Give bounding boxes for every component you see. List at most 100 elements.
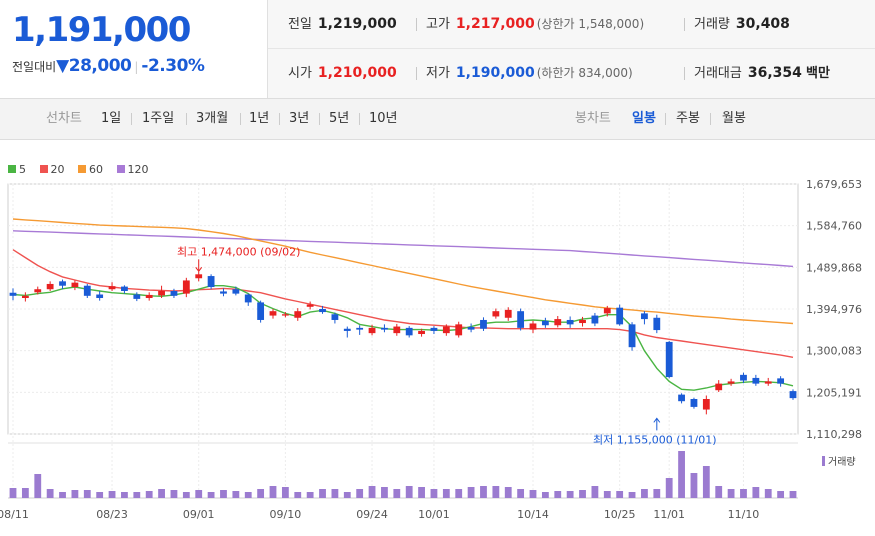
candle-body xyxy=(109,286,116,289)
volume-bar xyxy=(146,491,153,498)
candle-body xyxy=(455,324,462,335)
volume-bar xyxy=(232,491,239,498)
volume-bar xyxy=(567,491,574,498)
candle-body xyxy=(96,294,103,298)
volume-bar xyxy=(381,487,388,498)
volume-bar xyxy=(740,489,747,498)
volume-bar xyxy=(505,487,512,498)
candle-body xyxy=(406,328,413,335)
volume-bar xyxy=(542,492,549,498)
candle-body xyxy=(579,320,586,323)
candle-body xyxy=(47,284,54,289)
volume-bar xyxy=(480,486,487,498)
candle-body xyxy=(691,399,698,407)
candle-body xyxy=(728,381,735,383)
candle-body xyxy=(59,281,66,285)
candle-body xyxy=(381,328,388,330)
volume-bar xyxy=(208,492,215,498)
candle-body xyxy=(208,276,215,287)
candle-body xyxy=(678,395,685,402)
candle-body xyxy=(641,313,648,319)
volume-bar xyxy=(530,490,537,498)
volume-bar xyxy=(282,487,289,498)
volume-bar xyxy=(59,492,66,498)
volume-bar xyxy=(307,492,314,498)
candle-body xyxy=(22,296,29,298)
volume-bar xyxy=(691,473,698,498)
y-tick-label: 1,205,191 xyxy=(806,386,862,399)
volume-bar xyxy=(270,486,277,498)
x-tick-label: 08/11 xyxy=(0,508,29,521)
x-tick-label: 09/01 xyxy=(183,508,215,521)
volume-bar xyxy=(765,489,772,498)
volume-legend-label: 거래량 xyxy=(828,456,856,468)
volume-bar xyxy=(356,489,363,498)
y-tick-label: 1,489,868 xyxy=(806,261,862,274)
ma20-line xyxy=(13,250,793,358)
volume-bar xyxy=(245,492,252,498)
x-tick-label: 11/10 xyxy=(728,508,760,521)
volume-bar xyxy=(678,451,685,498)
volume-bar xyxy=(443,489,450,498)
volume-legend-swatch xyxy=(822,456,825,466)
volume-bar xyxy=(752,487,759,498)
volume-bar xyxy=(133,492,140,498)
y-tick-label: 1,584,760 xyxy=(806,220,862,233)
candle-body xyxy=(777,378,784,383)
candle-body xyxy=(72,283,79,287)
candle-body xyxy=(666,342,673,377)
candle-body xyxy=(133,294,140,298)
volume-bar xyxy=(431,489,438,498)
candle-body xyxy=(554,319,561,325)
volume-bar xyxy=(393,489,400,498)
candle-body xyxy=(146,295,153,298)
x-tick-label: 10/25 xyxy=(604,508,636,521)
volume-bar xyxy=(369,486,376,498)
candle-body xyxy=(418,331,425,334)
candle-body xyxy=(245,294,252,302)
x-tick-label: 09/10 xyxy=(270,508,302,521)
volume-bar xyxy=(220,490,227,498)
volume-bar xyxy=(579,490,586,498)
volume-bar xyxy=(109,491,116,498)
candle-body xyxy=(592,316,599,324)
volume-bar xyxy=(319,489,326,498)
candle-body xyxy=(34,289,41,292)
candle-body xyxy=(10,293,17,296)
volume-bar xyxy=(616,491,623,498)
candle-body xyxy=(282,314,289,315)
volume-bar xyxy=(294,492,301,498)
volume-bar xyxy=(10,488,17,498)
volume-bar xyxy=(728,489,735,498)
candle-body xyxy=(393,327,400,334)
candle-body xyxy=(492,311,499,316)
volume-bar xyxy=(703,466,710,498)
candle-body xyxy=(158,291,165,295)
candle-body xyxy=(183,280,190,293)
candle-body xyxy=(294,311,301,318)
volume-bar xyxy=(195,490,202,498)
candle-body xyxy=(505,310,512,318)
candle-body xyxy=(319,309,326,312)
volume-bar xyxy=(468,487,475,498)
candle-body xyxy=(171,291,178,296)
volume-bar xyxy=(257,489,264,498)
candle-body xyxy=(604,308,611,313)
y-tick-label: 1,110,298 xyxy=(806,428,862,441)
candle-body xyxy=(653,318,660,330)
volume-bar xyxy=(666,478,673,498)
candle-body xyxy=(740,375,747,381)
volume-bar xyxy=(455,489,462,498)
volume-bar xyxy=(332,489,339,498)
volume-bar xyxy=(72,490,79,498)
y-tick-label: 1,394,976 xyxy=(806,303,862,316)
x-tick-label: 09/24 xyxy=(356,508,388,521)
candle-body xyxy=(703,399,710,410)
volume-bar xyxy=(158,489,165,498)
volume-bar xyxy=(183,492,190,498)
volume-bar xyxy=(777,491,784,498)
volume-bar xyxy=(641,489,648,498)
candle-body xyxy=(715,384,722,391)
volume-bar xyxy=(47,489,54,498)
candle-body xyxy=(431,328,438,331)
